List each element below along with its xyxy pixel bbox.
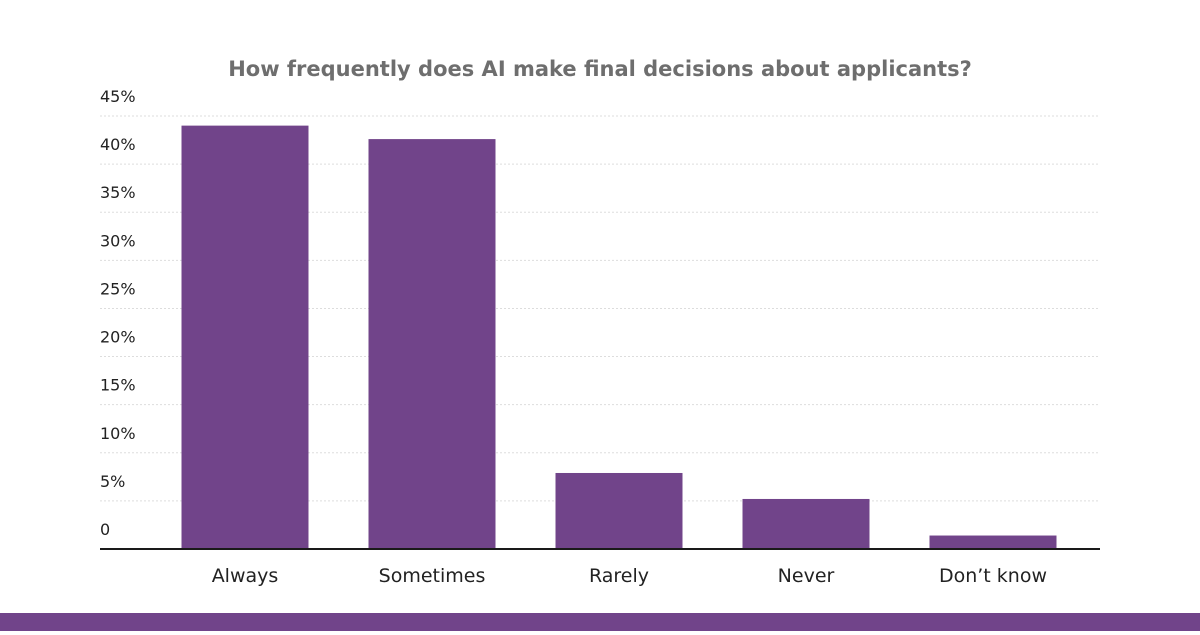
y-tick-label: 15%	[100, 376, 136, 395]
y-tick-label: 30%	[100, 231, 136, 250]
y-tick-label: 45%	[100, 87, 136, 106]
y-tick-label: 40%	[100, 135, 136, 154]
y-tick-label: 35%	[100, 183, 136, 202]
bar-don-t-know	[929, 535, 1057, 549]
y-tick-label: 10%	[100, 424, 136, 443]
x-tick-label: Rarely	[589, 565, 649, 587]
gridlines	[100, 115, 1100, 502]
bar-sometimes	[368, 139, 496, 550]
footer-band	[0, 613, 1200, 631]
bars	[181, 125, 1057, 550]
y-tick-label: 20%	[100, 328, 136, 347]
x-tick-label: Never	[778, 565, 835, 587]
bar-always	[181, 125, 309, 549]
bar-never	[742, 498, 870, 549]
bar-rarely	[555, 472, 683, 549]
y-axis-ticks: 0 5% 10% 15% 20% 25% 30% 35% 40% 45%	[100, 87, 136, 539]
x-axis-ticks: Always Sometimes Rarely Never Don’t know	[212, 565, 1047, 587]
x-tick-label: Always	[212, 565, 279, 587]
y-tick-label: 0	[100, 520, 110, 539]
y-tick-label: 25%	[100, 279, 136, 298]
x-tick-label: Don’t know	[939, 565, 1047, 587]
y-tick-label: 5%	[100, 472, 125, 491]
chart-title: How frequently does AI make final decisi…	[228, 57, 972, 81]
x-tick-label: Sometimes	[379, 565, 486, 587]
